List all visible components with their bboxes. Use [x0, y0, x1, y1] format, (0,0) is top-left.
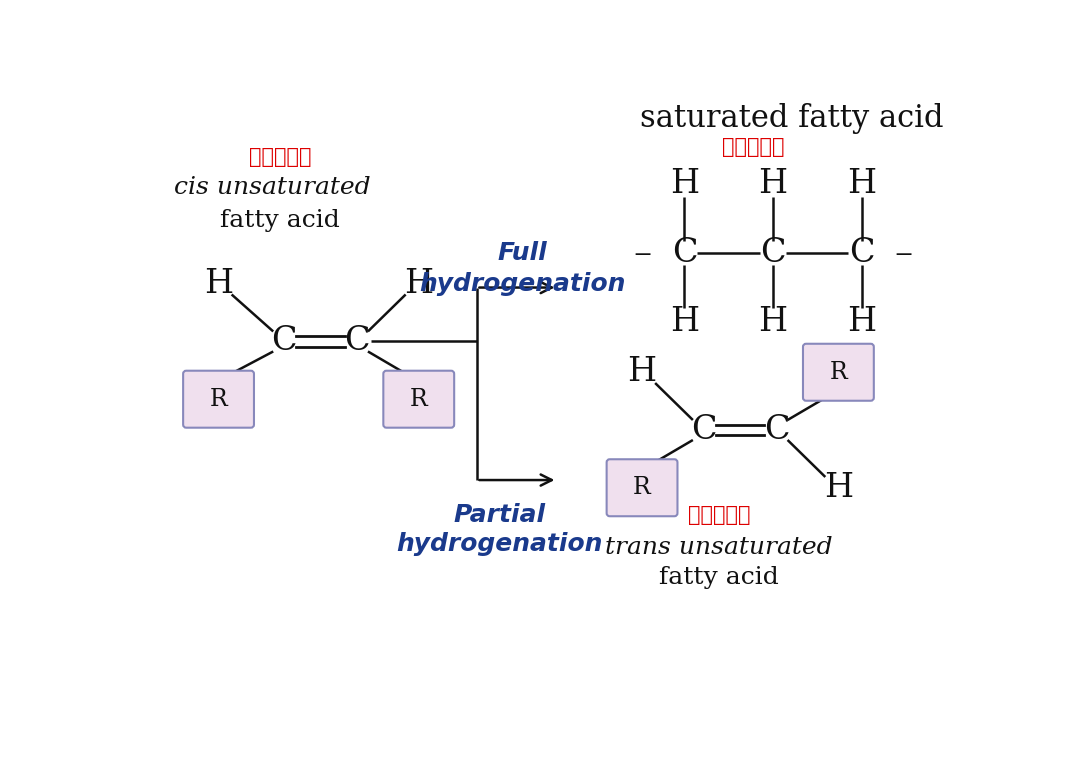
Text: H: H — [758, 168, 787, 200]
Text: saturated fatty acid: saturated fatty acid — [640, 103, 944, 134]
Text: C: C — [345, 325, 369, 357]
Text: hydrogenation: hydrogenation — [396, 532, 603, 556]
Text: fatty acid: fatty acid — [659, 566, 779, 589]
Text: C: C — [760, 237, 786, 269]
FancyBboxPatch shape — [383, 371, 455, 428]
Text: H: H — [824, 472, 853, 504]
Text: fatty acid: fatty acid — [220, 209, 340, 232]
Text: trans unsaturated: trans unsaturated — [605, 536, 833, 559]
Text: R: R — [633, 477, 651, 499]
Text: H: H — [670, 168, 699, 200]
Text: R: R — [829, 361, 848, 384]
Text: H: H — [204, 268, 233, 299]
Text: H: H — [847, 168, 876, 200]
Text: H: H — [670, 306, 699, 338]
Text: Full: Full — [498, 241, 548, 265]
Text: 反式脂肪酸: 反式脂肪酸 — [688, 505, 751, 524]
Text: 饱和脂肪酸: 饱和脂肪酸 — [723, 137, 785, 157]
Text: C: C — [271, 325, 297, 357]
Text: R: R — [410, 388, 428, 410]
Text: H: H — [847, 306, 876, 338]
Text: C: C — [672, 237, 698, 269]
FancyBboxPatch shape — [184, 371, 254, 428]
Text: C: C — [764, 414, 789, 446]
Text: –: – — [895, 236, 913, 270]
FancyBboxPatch shape — [804, 344, 874, 401]
Text: C: C — [849, 237, 874, 269]
FancyBboxPatch shape — [607, 459, 677, 516]
Text: C: C — [691, 414, 716, 446]
Text: cis unsaturated: cis unsaturated — [174, 176, 370, 199]
Text: hydrogenation: hydrogenation — [419, 272, 626, 296]
Text: R: R — [210, 388, 228, 410]
Text: H: H — [404, 268, 433, 299]
Text: 顺式脂肪酸: 顺式脂肪酸 — [248, 147, 311, 166]
Text: H: H — [627, 356, 657, 388]
Text: –: – — [633, 236, 651, 270]
Text: H: H — [758, 306, 787, 338]
Text: Partial: Partial — [454, 502, 545, 527]
